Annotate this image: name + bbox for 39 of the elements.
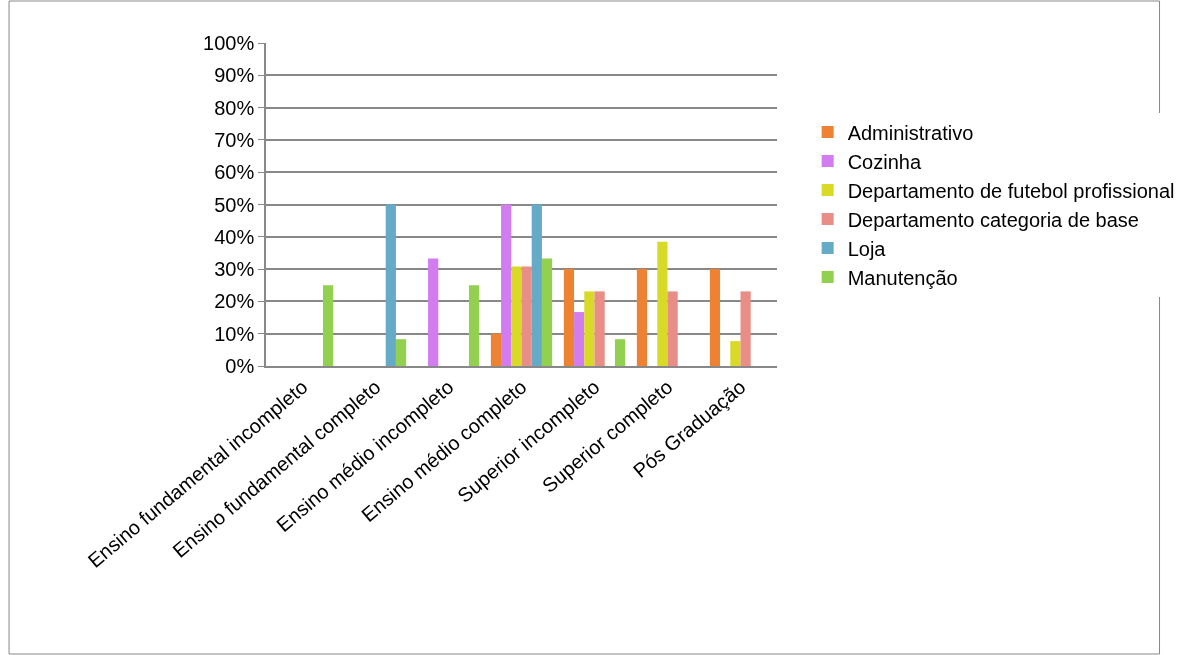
y-tick-label: 0% bbox=[225, 355, 255, 377]
bar bbox=[541, 258, 553, 366]
bar bbox=[428, 258, 439, 366]
bar bbox=[636, 269, 648, 366]
legend-label: Administrativo bbox=[847, 121, 974, 144]
bar bbox=[521, 266, 532, 366]
bar bbox=[322, 285, 334, 366]
legend-label: Loja bbox=[847, 237, 887, 260]
y-tick-label: 80% bbox=[214, 96, 255, 119]
bar bbox=[511, 266, 522, 366]
bar bbox=[385, 204, 396, 366]
legend-label: Departamento de futebol profissional bbox=[847, 179, 1175, 202]
bar bbox=[501, 204, 512, 366]
bar bbox=[584, 291, 595, 366]
y-tick-label: 30% bbox=[214, 258, 255, 281]
bar bbox=[563, 269, 575, 366]
y-tick-label: 20% bbox=[214, 290, 255, 313]
bar bbox=[709, 269, 721, 366]
legend-label: Cozinha bbox=[847, 150, 922, 173]
y-tick-label: 70% bbox=[214, 128, 255, 151]
bar bbox=[667, 291, 678, 366]
bar bbox=[730, 341, 741, 366]
y-tick-label: 90% bbox=[214, 64, 255, 87]
bar bbox=[531, 204, 542, 366]
y-tick-label: 50% bbox=[214, 193, 255, 216]
bar bbox=[490, 333, 502, 366]
bar bbox=[468, 285, 480, 366]
y-tick-label: 60% bbox=[214, 161, 255, 184]
bar bbox=[657, 241, 668, 366]
bar bbox=[574, 312, 585, 366]
bar bbox=[740, 291, 751, 366]
legend-label: Departamento categoria de base bbox=[847, 208, 1139, 231]
bar bbox=[395, 339, 407, 366]
y-tick-label: 40% bbox=[214, 225, 255, 248]
y-tick-label: 100% bbox=[203, 32, 255, 54]
bar bbox=[614, 339, 626, 366]
legend-label: Manutenção bbox=[847, 266, 958, 289]
y-tick-label: 10% bbox=[214, 322, 255, 345]
bar bbox=[594, 291, 605, 366]
